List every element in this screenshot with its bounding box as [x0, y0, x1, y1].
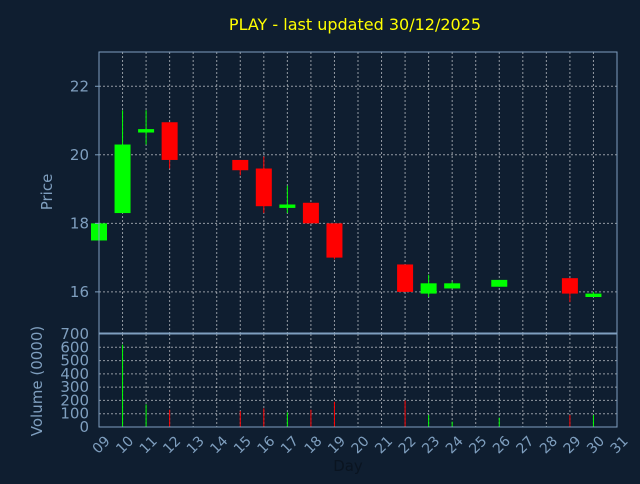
candle-body — [491, 279, 508, 287]
price-tick-label: 22 — [70, 77, 89, 95]
volume-tick-label: 500 — [60, 352, 89, 370]
candle-body — [232, 159, 249, 171]
candle-body — [585, 293, 602, 298]
candle-body — [255, 168, 272, 207]
volume-tick-label: 200 — [60, 391, 89, 409]
volume-axis-label: Volume (0000) — [28, 326, 46, 436]
volume-bars — [122, 344, 594, 427]
price-candles — [91, 110, 602, 303]
price-axis-label: Price — [38, 174, 56, 211]
volume-tick-label: 700 — [60, 325, 89, 343]
candle-body — [397, 264, 414, 292]
price-tick-label: 20 — [70, 146, 89, 164]
volume-tick-label: 300 — [60, 378, 89, 396]
volume-tick-label: 600 — [60, 338, 89, 356]
price-axis-ticks: 16 18 20 22 — [70, 77, 99, 301]
volume-tick-label: 100 — [60, 405, 89, 423]
volume-tick-label: 400 — [60, 365, 89, 383]
candle-body — [114, 144, 131, 214]
x-axis-label: Day — [333, 457, 363, 475]
candle-body — [444, 283, 461, 289]
price-tick-label: 16 — [70, 283, 89, 301]
candle-body — [138, 129, 155, 133]
candle-body — [302, 202, 319, 224]
candle-body — [420, 283, 437, 294]
volume-panel-frame — [98, 333, 618, 428]
candle-body — [561, 278, 578, 294]
x-axis-ticks: 09 10 11 12 13 14 15 16 17 18 19 20 21 22 23 24 25 26 27 28… — [90, 433, 632, 457]
candle-body — [279, 204, 296, 208]
candle-body — [326, 223, 343, 258]
candle-body — [161, 122, 178, 160]
volume-tick-label: 0 — [79, 418, 89, 436]
price-tick-label: 18 — [70, 214, 89, 232]
chart-title: PLAY - last updated 30/12/2025 — [229, 15, 481, 34]
price-panel-frame — [98, 51, 618, 334]
